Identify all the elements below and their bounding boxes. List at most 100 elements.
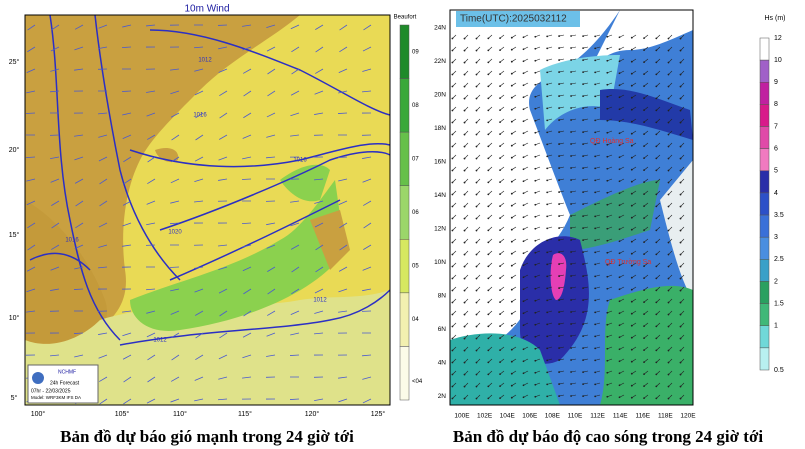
wave-arrow-head [618,276,621,279]
wave-arrow-head [463,85,466,88]
wind-barb [145,288,156,291]
wind-barb [219,134,228,140]
wave-arrow-head [594,179,597,182]
wind-barb [243,310,252,317]
wind-barb [170,200,180,204]
wind-barb [266,222,276,226]
wind-barb [241,222,252,225]
lon-label: 110E [568,413,583,420]
wave-arrow-head [630,228,633,231]
wave-arrow-head [522,228,525,231]
wave-arrow-head [510,288,513,291]
isobar-label: 1016 [65,238,79,244]
wave-arrow-head [534,59,537,62]
logo: NCHMF 24h Forecast 07hr - 22/03/2025 Mod… [27,364,99,404]
wave-arrow-head [463,205,466,208]
wave-arrow-head [546,83,549,86]
wave-arrow-head [546,143,549,146]
wave-arrow-head [606,227,609,230]
wave-arrow-head [451,337,454,340]
wave-arrow-head [499,217,501,219]
wave-arrow-head [475,373,478,376]
wave-arrow-head [570,263,572,265]
wave-arrow-head [618,120,621,123]
legend-label: 12 [774,35,782,42]
wave-arrow-head [463,49,466,52]
wave-arrow-head [606,239,609,242]
wave-arrow-head [522,96,525,99]
wave-arrow-head [679,361,682,364]
legend-label: 8 [774,101,778,108]
wave-arrow-head [655,217,658,220]
wave-arrow-head [451,241,454,244]
wave-arrow-head [643,277,645,279]
wind-barb [74,266,84,270]
wave-arrow-head [679,133,682,136]
wave-arrow-head [667,337,670,340]
wind-barb [219,310,228,317]
wave-arrow-head [546,395,549,398]
wave-arrow-head [451,85,454,88]
lat-label: 12N [434,226,446,233]
lon-label: 118E [658,413,673,420]
wind-barb [50,354,60,357]
wave-arrow-head [630,84,633,87]
wave-arrow-head [594,59,597,62]
legend-swatch [759,148,770,172]
wave-arrow-head [546,335,549,338]
wave-arrow-head [463,61,466,64]
wind-barb [242,244,252,248]
wave-arrow-head [463,277,466,280]
wave-arrow-head [582,59,585,61]
wave-arrow-head [630,276,633,279]
wave-arrow-head [630,144,633,147]
wave-arrow-head [606,371,609,374]
wave-arrow-head [655,61,658,64]
wave-arrow-head [679,313,682,316]
wave-arrow-head [534,323,537,326]
wave-arrow-head [630,168,633,171]
wind-barb [362,288,372,292]
wind-barb [74,244,84,250]
wind-barb [195,332,204,339]
wind-barb [26,266,36,272]
wave-arrow-head [570,71,572,73]
wave-arrow-head [618,84,621,87]
lon-label: 108E [545,413,561,420]
wind-barb [218,244,228,247]
wind-barb [267,310,276,316]
wave-arrow-head [487,169,490,172]
wave-arrow-head [499,169,501,171]
lat-label: 10° [9,314,20,322]
wave-arrow-head [546,347,549,350]
wind-barb [315,244,324,251]
wind-barb [266,46,276,52]
wave-arrow-head [606,143,609,146]
wave-arrow-head [630,192,633,195]
wave-arrow-head [606,359,609,362]
wave-arrow-head [630,204,633,207]
wave-arrow-head [475,361,478,364]
wave-arrow-head [534,119,537,122]
wave-arrow-head [451,157,454,160]
legend-label: 10 [774,57,782,64]
wind-barb [50,68,60,72]
wave-arrow-head [522,156,525,159]
wave-arrow-head [643,217,645,219]
wave-arrow-head [606,383,609,386]
wave-arrow-head [546,155,549,158]
wave-arrow-head [655,37,658,40]
wave-arrow-head [667,229,670,232]
wind-barb [218,178,228,181]
wind-barb [219,112,228,119]
wave-arrow-head [558,299,561,301]
wave-arrow-head [606,155,609,158]
wave-arrow-head [643,169,645,171]
wave-arrow-head [522,120,525,123]
wind-barb [193,46,204,49]
wind-barb [314,310,324,314]
wind-barb [290,90,300,96]
wave-arrow-head [655,157,658,160]
wave-arrow-head [558,35,561,37]
wave-arrow-head [510,252,513,255]
